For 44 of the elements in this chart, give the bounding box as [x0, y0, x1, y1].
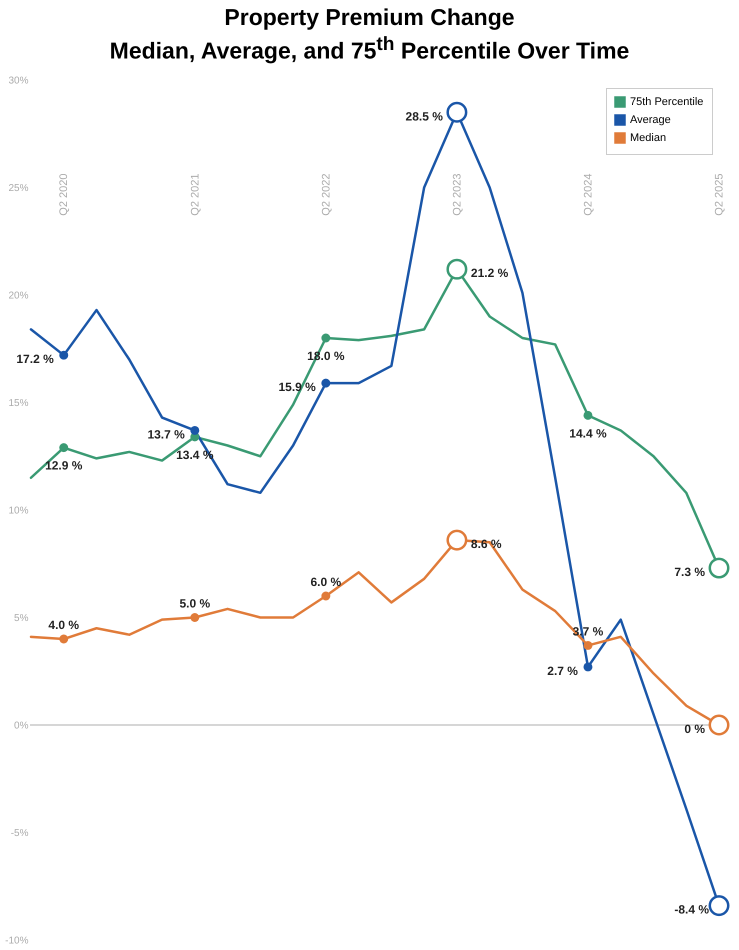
point — [59, 634, 68, 644]
point — [321, 333, 330, 342]
legend-label: Median — [630, 132, 666, 144]
chart-title: Property Premium Change Median, Average, and 75$^{th}$ Percentile Over Time — [108, 4, 630, 65]
x-tick-label: Q2 2023 — [451, 173, 464, 216]
point — [321, 591, 330, 600]
y-tick-label: 0% — [14, 720, 29, 732]
y-tick-label: 25% — [8, 182, 29, 194]
x-tick-label: Q2 2025 — [714, 173, 726, 216]
point — [190, 612, 200, 622]
data-label: 14.4 % — [569, 426, 607, 440]
data-label: 6.0 % — [310, 574, 342, 589]
point — [583, 410, 592, 420]
data-label: 4.0 % — [48, 618, 80, 632]
legend-label: 75th Percentile — [630, 96, 704, 108]
data-label: 5.0 % — [179, 596, 210, 610]
point — [190, 426, 200, 435]
point — [321, 378, 330, 388]
y-tick-label: -10% — [5, 935, 29, 946]
data-label: 17.2 % — [16, 352, 54, 366]
x-tick-label: Q2 2024 — [582, 173, 594, 216]
point — [59, 350, 68, 360]
point — [583, 662, 592, 672]
y-tick-label: 10% — [8, 505, 29, 516]
x-tick-label: Q2 2021 — [189, 173, 202, 216]
y-tick-label: -5% — [10, 828, 29, 839]
point — [59, 442, 68, 452]
data-label: 15.9 % — [278, 380, 316, 394]
y-tick-label: 5% — [14, 612, 29, 624]
x-tick-label: Q2 2020 — [58, 173, 70, 216]
data-label: 2.7 % — [547, 664, 578, 678]
x-tick-label: Q2 2022 — [320, 173, 332, 216]
y-tick-label: 30% — [8, 75, 29, 86]
data-label: 12.9 % — [45, 458, 83, 472]
point — [583, 640, 592, 650]
data-label: 7.3 % — [674, 564, 706, 579]
data-label: 28.5 % — [406, 108, 444, 123]
y-tick-label: 15% — [8, 398, 29, 409]
data-label: -8.4 % — [674, 902, 710, 916]
y-tick-label: 20% — [8, 290, 29, 302]
legend-label: Average — [630, 114, 671, 126]
data-label: 21.2 % — [470, 266, 509, 280]
data-label: 13.7 % — [147, 427, 186, 442]
data-label: 0 % — [684, 722, 706, 736]
